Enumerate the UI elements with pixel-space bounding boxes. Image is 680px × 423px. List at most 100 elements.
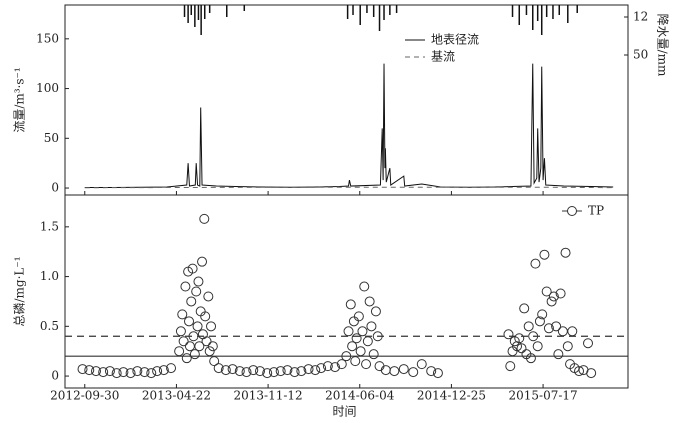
tp-point — [560, 247, 571, 258]
tp-point — [191, 286, 202, 297]
precip-bar — [395, 5, 398, 13]
precip-bar — [203, 5, 206, 19]
legend-label: 基流 — [431, 50, 455, 64]
y-tick-label: 1.0 — [40, 269, 59, 283]
tp-point — [586, 368, 597, 379]
tp-point — [532, 341, 543, 352]
tp-point — [275, 366, 286, 377]
legend-label: 地表径流 — [431, 33, 479, 47]
tp-point — [104, 366, 115, 377]
tp-point — [146, 368, 157, 379]
tp-point — [551, 321, 562, 332]
tp-point — [553, 349, 564, 360]
precip-bar — [194, 5, 196, 27]
y2-tick-label: 12 — [633, 10, 648, 24]
precip-bar — [352, 5, 354, 15]
precip-bar — [540, 5, 543, 35]
legend-item: TP — [562, 204, 604, 218]
x-tick-label: 2013-04-22 — [142, 389, 211, 403]
tp-point — [207, 341, 218, 352]
precip-bar — [366, 5, 368, 13]
tp-point — [567, 326, 578, 337]
tp-point — [184, 316, 195, 327]
tp-point — [534, 316, 545, 327]
legend-label: TP — [588, 204, 604, 218]
y-axis-label: 流量/m³·s⁻¹ — [13, 67, 27, 132]
tp-point — [255, 366, 266, 377]
tp-point — [189, 349, 200, 360]
precip-bar — [346, 5, 349, 19]
tp-point — [583, 338, 594, 349]
tp-point — [408, 367, 419, 378]
tp-point — [362, 336, 373, 347]
tp-point — [289, 367, 300, 378]
precip-bar — [190, 5, 193, 15]
x-tick-label: 2015-07-17 — [508, 389, 577, 403]
legend-item: 地表径流 — [405, 33, 479, 47]
x-tick-label: 2014-12-25 — [417, 389, 486, 403]
tp-point — [234, 366, 245, 377]
tp-point — [158, 365, 169, 376]
precip-bar — [183, 5, 186, 17]
tp-point — [374, 361, 385, 372]
tp-point — [347, 341, 358, 352]
tp-point — [562, 341, 573, 352]
tp-point — [213, 363, 224, 374]
flow-line — [84, 63, 614, 189]
tp-point — [282, 365, 293, 376]
tp-point — [98, 367, 109, 378]
y-tick-label: 100 — [36, 81, 59, 95]
precip-bar — [226, 5, 228, 17]
tp-point — [525, 353, 536, 364]
tp-point — [262, 368, 273, 379]
y2-tick-label: 50 — [633, 48, 648, 62]
y-tick-label: 0 — [51, 369, 59, 383]
y-tick-label: 1.5 — [40, 219, 59, 233]
tp-point — [186, 296, 197, 307]
legend-marker — [567, 206, 577, 216]
y-axis-label: 总磷/mg·L⁻¹ — [12, 256, 27, 326]
tp-point — [296, 366, 307, 377]
tp-point — [209, 356, 220, 367]
tp-point — [303, 364, 314, 375]
tp-point — [355, 346, 366, 357]
tp-point — [174, 346, 185, 357]
tp-point — [539, 249, 550, 260]
tp-point — [398, 364, 409, 375]
precip-bar — [552, 5, 554, 19]
tp-point — [118, 367, 129, 378]
precip-bar — [558, 5, 561, 15]
tp-point — [84, 365, 95, 376]
tp-point — [187, 263, 198, 274]
precip-bar — [187, 5, 189, 23]
tp-point — [380, 365, 391, 376]
tp-point — [139, 367, 150, 378]
precip-bar — [525, 5, 528, 15]
tp-point — [152, 366, 163, 377]
y-tick-label: 50 — [44, 131, 59, 145]
tp-point — [557, 326, 568, 337]
tp-point — [201, 336, 212, 347]
tp-point — [364, 296, 375, 307]
tp-point — [350, 356, 361, 367]
precip-bar — [243, 5, 246, 11]
tp-point — [175, 326, 186, 337]
tp-point — [91, 366, 102, 377]
tp-point — [203, 291, 214, 302]
tp-point — [372, 331, 383, 342]
flow-line — [84, 186, 614, 189]
tp-point — [516, 343, 527, 354]
precip-bar — [372, 5, 375, 17]
x-axis-label: 时间 — [332, 405, 356, 419]
tp-point — [180, 281, 191, 292]
tp-point — [200, 311, 211, 322]
tp-point — [555, 288, 566, 299]
tp-point — [188, 331, 199, 342]
precip-bar — [531, 5, 534, 30]
tp-point — [184, 341, 195, 352]
precip-bar — [567, 5, 569, 23]
tp-point — [192, 321, 203, 332]
tp-point — [204, 346, 215, 357]
tp-point — [357, 326, 368, 337]
